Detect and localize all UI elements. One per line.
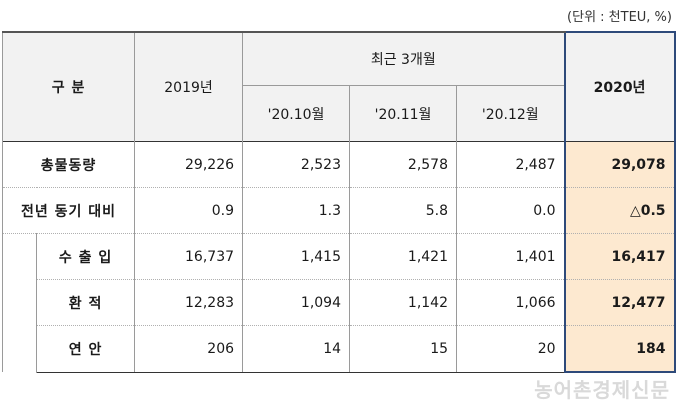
cell-2020: 12,477	[563, 279, 676, 326]
cell-dec: 1,401	[456, 233, 566, 280]
row-label: 전년 동기 대비	[1, 187, 136, 234]
cell-dec: 1,066	[456, 279, 566, 326]
cell-dec: 0.0	[456, 187, 566, 234]
table-row: 환 적 12,283 1,094 1,142 1,066 12,477	[3, 279, 676, 326]
cell-2019: 29,226	[134, 141, 244, 188]
unit-note: (단위 : 천TEU, %)	[567, 10, 672, 25]
cell-oct: 1,094	[242, 279, 351, 326]
cell-dec: 2,487	[456, 141, 566, 188]
table-row: 수 출 입 16,737 1,415 1,421 1,401 16,417	[2, 233, 676, 372]
cell-nov: 1,142	[349, 279, 458, 326]
header-2019: 2019년	[134, 31, 244, 142]
row-label: 수 출 입	[35, 233, 136, 280]
cell-nov: 2,578	[349, 141, 458, 188]
cell-2019: 206	[134, 325, 244, 373]
header-month-oct: '20.10월	[242, 85, 351, 142]
table-row: 연 안 206 14 15 20 184	[3, 325, 676, 373]
header-category: 구 분	[1, 31, 136, 142]
cell-nov: 1,421	[349, 233, 458, 280]
cell-2019: 16,737	[134, 233, 244, 280]
cell-nov: 5.8	[349, 187, 458, 234]
table-row: 총물동량 29,226 2,523 2,578 2,487 29,078	[1, 141, 676, 188]
cell-2020: 29,078	[563, 141, 676, 188]
cell-nov: 15	[349, 325, 458, 373]
header-2020: 2020년	[563, 31, 676, 142]
cell-oct: 1.3	[242, 187, 351, 234]
cell-dec: 20	[456, 325, 566, 373]
cell-2020: 184	[563, 325, 676, 373]
indent-spacer	[2, 233, 37, 372]
cell-2019: 12,283	[134, 279, 244, 326]
header-recent-3-months: 최근 3개월	[242, 31, 566, 86]
cell-2020: 16,417	[563, 233, 676, 280]
header-month-nov: '20.11월	[349, 85, 458, 142]
row-label: 총물동량	[1, 141, 136, 188]
cell-2020: △0.5	[563, 187, 676, 234]
cell-oct: 2,523	[242, 141, 351, 188]
cell-oct: 14	[242, 325, 351, 373]
row-label: 환 적	[35, 279, 136, 326]
watermark-logo: 농어촌경제신문	[534, 378, 670, 402]
header-month-dec: '20.12월	[456, 85, 566, 142]
table-row: 전년 동기 대비 0.9 1.3 5.8 0.0 △0.5	[1, 187, 676, 234]
cell-oct: 1,415	[242, 233, 351, 280]
stats-table: 구 분 2019년 최근 3개월 2020년 '20.10월 '20.11월 '…	[1, 31, 676, 373]
cell-2019: 0.9	[134, 187, 244, 234]
row-label: 연 안	[35, 325, 136, 373]
